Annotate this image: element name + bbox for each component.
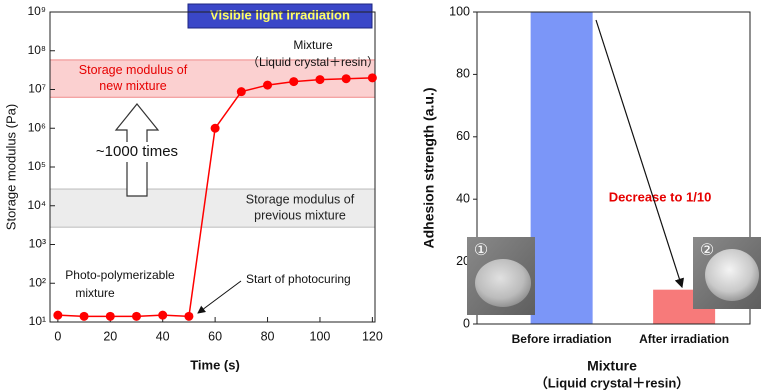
droplet xyxy=(705,249,759,301)
y-tick-label: 10¹ xyxy=(29,314,46,328)
x-axis-label: Mixture xyxy=(587,358,637,374)
y-tick-label: 0 xyxy=(463,316,470,330)
band-label: Storage modulus of xyxy=(79,63,188,77)
y-tick-label: 10⁸ xyxy=(28,43,46,57)
x-axis-label: （Liquid crystal＋resin） xyxy=(535,375,690,390)
data-point xyxy=(236,87,246,97)
increase-label: ~1000 times xyxy=(96,143,178,160)
data-point xyxy=(105,311,115,321)
y-tick-label: 60 xyxy=(456,129,470,143)
y-tick-label: 10³ xyxy=(29,237,46,251)
x-tick-label: 60 xyxy=(208,329,222,343)
start-label: Start of photocuring xyxy=(246,272,351,286)
y-tick-label: 100 xyxy=(449,4,470,18)
y-tick-label: 20 xyxy=(456,254,470,268)
data-point xyxy=(210,123,220,133)
decrease-arrow xyxy=(595,19,684,289)
y-tick-label: 10⁴ xyxy=(27,198,46,212)
data-point xyxy=(315,75,325,85)
data-point xyxy=(79,311,89,321)
data-point xyxy=(289,77,299,87)
y-tick-label: 80 xyxy=(456,67,470,81)
y-tick-label: 40 xyxy=(456,191,470,205)
y-tick-label: 10⁶ xyxy=(28,120,46,134)
x-tick-label: After irradiation xyxy=(639,332,729,346)
mixture-label: Mixture xyxy=(293,38,333,52)
data-point xyxy=(53,310,63,320)
x-tick-label: 120 xyxy=(362,329,383,343)
left-chart: Storage modulus (Pa) Time (s) Visible li… xyxy=(3,3,383,372)
start-arrow xyxy=(197,280,242,314)
irradiation-label: Visible light irradiation xyxy=(210,7,350,22)
data-point xyxy=(184,311,194,321)
y-tick-label: 10⁹ xyxy=(28,4,47,18)
band-label: Storage modulus of xyxy=(246,192,355,206)
data-point xyxy=(131,311,141,321)
initial-label: mixture xyxy=(75,286,115,300)
x-tick-label: 20 xyxy=(103,329,117,343)
decrease-label: Decrease to 1/10 xyxy=(609,189,712,204)
data-point xyxy=(263,80,273,90)
x-tick-label: 100 xyxy=(310,329,331,343)
x-tick-label: 40 xyxy=(156,329,170,343)
photo-label: ① xyxy=(474,242,488,259)
droplet xyxy=(475,259,531,307)
y-axis-label: Storage modulus (Pa) xyxy=(3,104,18,230)
label-background xyxy=(80,142,194,162)
mixture-label: （Liquid crystal＋resin） xyxy=(247,55,379,69)
y-tick-label: 10⁵ xyxy=(28,159,46,173)
plot-frame xyxy=(476,11,751,325)
initial-label: Photo-polymerizable xyxy=(65,268,175,282)
irradiation-box xyxy=(187,3,373,29)
bar xyxy=(530,12,593,324)
photo-label: ② xyxy=(700,242,714,259)
data-point xyxy=(367,73,377,83)
x-tick-label: Before irradiation xyxy=(512,332,612,346)
band xyxy=(49,188,376,228)
band-label: new mixture xyxy=(99,79,166,93)
x-axis-label: Time (s) xyxy=(190,357,240,372)
x-tick-label: 80 xyxy=(261,329,275,343)
x-tick-label: 0 xyxy=(54,329,61,343)
y-axis-label: Adhesion strength (a.u.) xyxy=(421,88,437,249)
data-point xyxy=(341,74,351,84)
band-label: previous mixture xyxy=(254,208,346,222)
photos: ① ② Decrease to 1/10 xyxy=(467,19,761,315)
y-tick-label: 10² xyxy=(29,275,46,289)
data-point xyxy=(158,310,168,320)
y-tick-label: 10⁷ xyxy=(28,82,46,96)
